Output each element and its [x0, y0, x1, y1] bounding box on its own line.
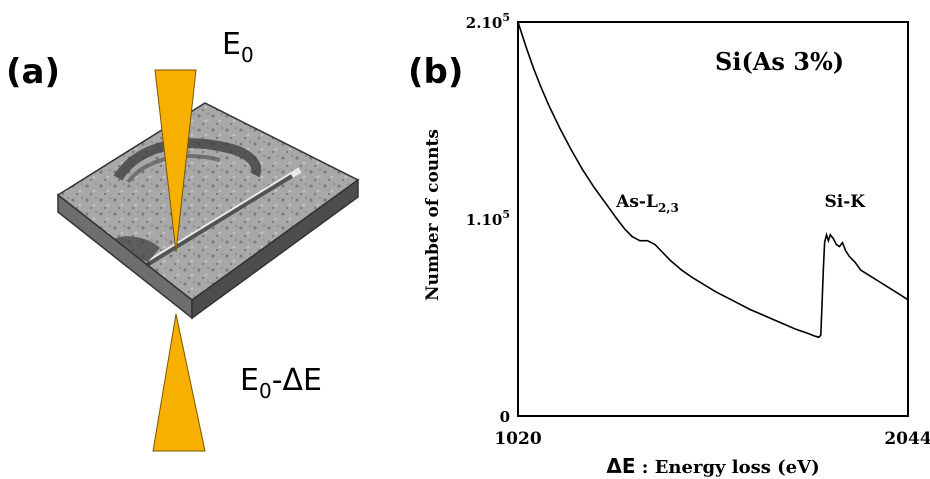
- specimen-feature-arc: [113, 138, 262, 181]
- y-tick-label-2: 2.105: [466, 11, 510, 32]
- y-tick-label-1: 1.105: [466, 208, 510, 229]
- incident-energy-label: E0: [222, 27, 254, 67]
- plot-frame: [517, 21, 909, 417]
- x-tick-label-0: 1020: [494, 429, 541, 449]
- y-tick-label-0: 0: [500, 408, 510, 426]
- incident-beam: [154, 69, 197, 253]
- panel-b-label: (b): [408, 52, 464, 92]
- chart-title: Si(As 3%): [715, 47, 844, 76]
- specimen-feature-blob: [112, 236, 160, 262]
- panel-a-label: (a): [6, 52, 61, 92]
- annotation-0: As-L2,3: [615, 192, 679, 215]
- x-axis-label: ΔE : Energy loss (eV): [606, 454, 819, 478]
- spectrum-line: [517, 21, 909, 339]
- x-tick-label-1: 2044: [884, 429, 930, 449]
- transmitted-energy-label: E0-ΔE: [240, 363, 322, 403]
- specimen-right-face: [191, 178, 359, 320]
- specimen-feature-dark-line: [140, 174, 294, 270]
- transmitted-beam: [152, 313, 206, 452]
- y-axis-label: Number of counts: [423, 129, 443, 301]
- annotation-1: Si-K: [824, 192, 866, 212]
